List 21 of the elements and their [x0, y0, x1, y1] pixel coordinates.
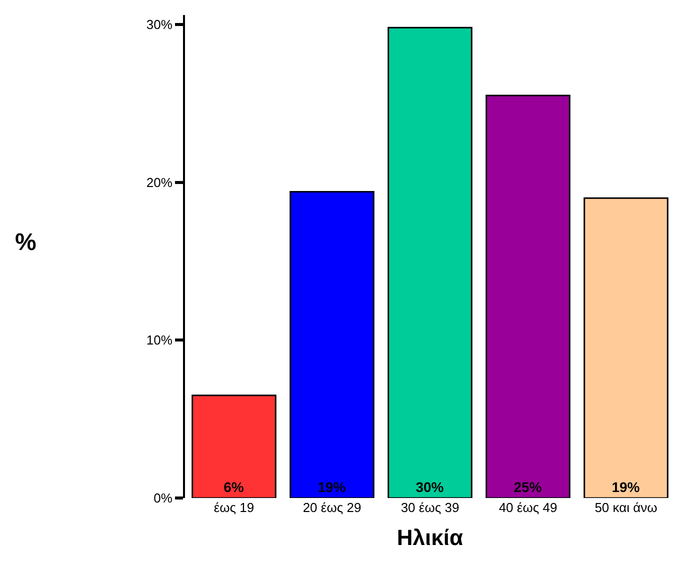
bar: [486, 94, 570, 498]
x-tick-label: 40 έως 49: [498, 500, 558, 515]
data-label: 30%: [416, 479, 444, 495]
data-label: 6%: [224, 479, 244, 495]
x-tick-label: 50 και άνω: [594, 500, 658, 515]
bar: [290, 191, 374, 498]
data-label: 19%: [612, 479, 640, 495]
y-axis-title: %: [15, 229, 36, 256]
data-label: 19%: [318, 479, 346, 495]
bar: [584, 197, 668, 498]
y-tick-label: 20%: [146, 174, 173, 190]
x-tick-label: 20 έως 29: [302, 500, 362, 515]
bar: [388, 26, 472, 498]
y-tick-label: 30%: [146, 17, 173, 32]
x-tick-label: 30 έως 39: [400, 500, 460, 515]
x-tick-label: έως 19: [214, 500, 254, 515]
y-tick-label: 0%: [154, 490, 173, 506]
x-axis-title: Ηλικία: [396, 524, 464, 550]
y-tick-label: 10%: [146, 332, 173, 348]
bar: [192, 394, 276, 498]
data-label: 25%: [514, 479, 542, 495]
